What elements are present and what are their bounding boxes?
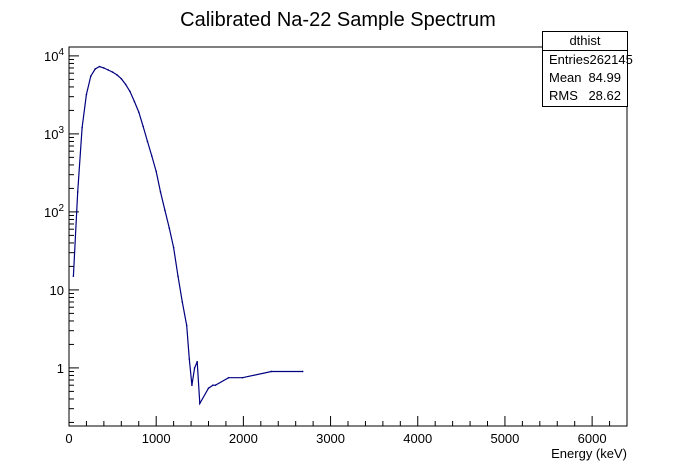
x-tick-label: 5000 <box>490 431 519 446</box>
stats-label: Entries <box>549 52 590 67</box>
data-series <box>72 65 304 406</box>
stats-value: 84.99 <box>588 70 621 85</box>
x-axis: 0 1000 2000 3000 4000 5000 6000 <box>65 416 607 446</box>
chart-title: Calibrated Na-22 Sample Spectrum <box>180 9 496 31</box>
x-tick-label: 0 <box>65 431 72 446</box>
x-tick-label: 2000 <box>229 431 258 446</box>
y-tick-label: 102 <box>44 203 64 220</box>
y-tick-label: 10 <box>50 283 64 298</box>
series-line <box>72 65 303 406</box>
y-tick-label: 1 <box>57 361 64 376</box>
stats-row-rms: RMS 28.62 <box>543 87 627 105</box>
x-tick-label: 3000 <box>316 431 345 446</box>
y-axis: 1 10 102 103 104 <box>44 47 79 376</box>
stats-value: 28.62 <box>588 88 621 103</box>
y-tick-label: 104 <box>44 47 64 64</box>
stats-label: Mean <box>549 70 582 85</box>
x-tick-label: 6000 <box>578 431 607 446</box>
stats-value: 262145 <box>589 52 633 67</box>
y-tick-label: 103 <box>44 125 64 142</box>
stats-box: dthist Entries 262145 Mean 84.99 RMS 28.… <box>542 31 633 107</box>
x-tick-label: 1000 <box>142 431 171 446</box>
stats-row-mean: Mean 84.99 <box>543 69 627 87</box>
stats-box-title: dthist <box>543 32 627 51</box>
minor-ticks <box>69 58 611 426</box>
x-axis-label: Energy (keV) <box>551 446 627 461</box>
stats-row-entries: Entries 262145 <box>543 51 633 69</box>
stats-label: RMS <box>549 88 578 103</box>
x-tick-label: 4000 <box>403 431 432 446</box>
